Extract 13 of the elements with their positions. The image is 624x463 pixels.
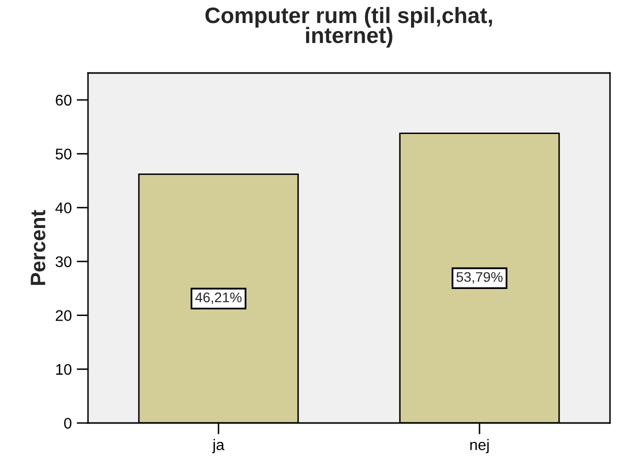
chart-title: Computer rum (til spil,chat, internet) <box>205 6 492 48</box>
y-tick-label: 30 <box>56 256 72 268</box>
data-label: 53,79% <box>456 272 503 284</box>
y-tick-label: 20 <box>56 310 72 321</box>
y-tick-label: 40 <box>55 202 72 214</box>
y-axis-title: Percent <box>30 210 46 285</box>
y-tick-label: 0 <box>64 418 72 429</box>
data-label: 46,21% <box>195 292 242 304</box>
y-tick-label: 60 <box>56 94 72 106</box>
x-tick-label: nej <box>470 438 489 454</box>
y-tick-label: 50 <box>56 148 72 160</box>
x-tick-label: ja <box>212 438 224 454</box>
y-tick-label: 10 <box>56 364 72 375</box>
